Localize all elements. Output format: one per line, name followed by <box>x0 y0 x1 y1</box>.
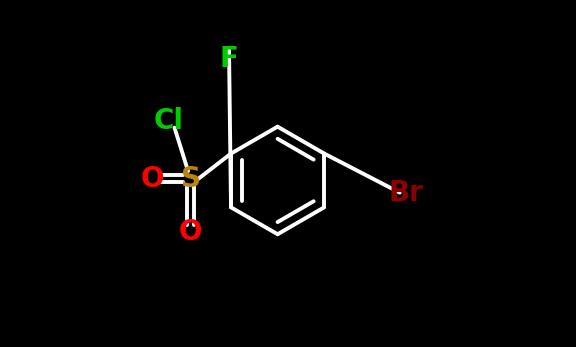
Text: O: O <box>140 165 164 193</box>
Text: F: F <box>219 45 238 73</box>
Text: O: O <box>179 219 203 246</box>
Text: Br: Br <box>389 179 423 206</box>
Text: S: S <box>181 165 201 193</box>
Text: Cl: Cl <box>153 108 183 135</box>
